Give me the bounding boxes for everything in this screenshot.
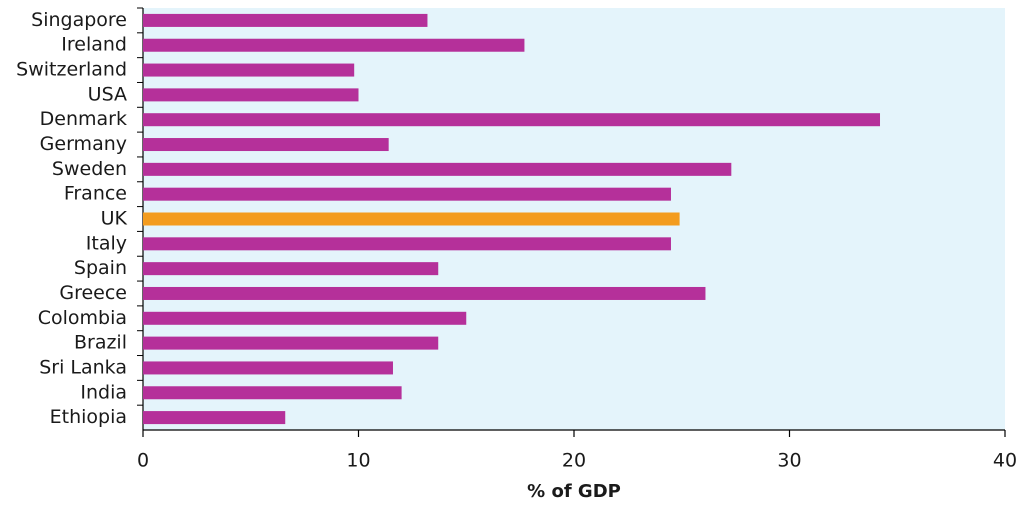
y-tick-label: USA xyxy=(88,83,127,105)
bar xyxy=(143,13,428,27)
bar xyxy=(143,361,393,375)
y-tick-label: India xyxy=(80,381,127,403)
y-tick-label: Ethiopia xyxy=(50,406,127,428)
bar xyxy=(143,63,355,77)
bar xyxy=(143,187,671,201)
bar xyxy=(143,162,732,176)
x-tick-label: 0 xyxy=(137,450,149,472)
y-tick-label: Brazil xyxy=(74,332,127,354)
y-tick-label: Denmark xyxy=(40,108,127,130)
bar xyxy=(143,311,467,325)
bar xyxy=(143,88,359,102)
y-tick-label: Singapore xyxy=(31,9,127,31)
y-tick-label: Italy xyxy=(86,232,127,254)
bar xyxy=(143,113,881,127)
y-tick-label: Colombia xyxy=(38,307,127,329)
bar xyxy=(143,262,439,276)
y-tick-label: Switzerland xyxy=(16,59,127,81)
y-tick-label: Sweden xyxy=(52,158,127,180)
bar xyxy=(143,138,389,152)
bar xyxy=(143,237,671,251)
bar xyxy=(143,386,402,400)
x-tick-label: 40 xyxy=(993,450,1017,472)
y-tick-label: Sri Lanka xyxy=(39,356,127,378)
bar xyxy=(143,411,286,425)
y-tick-label: France xyxy=(64,183,127,205)
bar xyxy=(143,38,525,52)
bar xyxy=(143,286,706,300)
y-tick-label: Spain xyxy=(74,257,127,279)
bar xyxy=(143,336,439,350)
x-axis-title: % of GDP xyxy=(527,481,621,502)
y-tick-label: Germany xyxy=(40,133,127,155)
x-tick-label: 10 xyxy=(346,450,370,472)
x-tick-label: 30 xyxy=(777,450,801,472)
y-tick-label: Greece xyxy=(59,282,127,304)
y-tick-label: UK xyxy=(101,208,128,230)
y-tick-label: Ireland xyxy=(61,34,127,56)
x-tick-label: 20 xyxy=(562,450,586,472)
bar xyxy=(143,212,680,226)
